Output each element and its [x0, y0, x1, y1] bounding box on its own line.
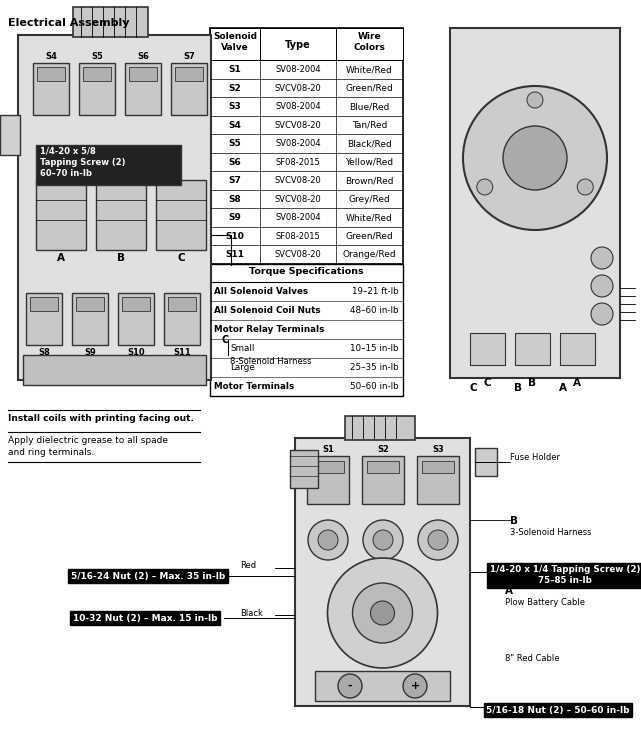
- Text: White/Red: White/Red: [346, 213, 393, 222]
- Text: SV08-2004: SV08-2004: [275, 213, 320, 222]
- Text: S1: S1: [322, 445, 334, 454]
- Text: SVCV08-20: SVCV08-20: [274, 194, 321, 203]
- Text: C: C: [177, 253, 185, 263]
- Text: Small: Small: [230, 344, 254, 353]
- Text: S7: S7: [183, 52, 195, 61]
- Text: S4: S4: [45, 52, 57, 61]
- Text: Green/Red: Green/Red: [345, 83, 394, 92]
- Text: 5/16-24 Nut (2) – Max. 35 in-lb: 5/16-24 Nut (2) – Max. 35 in-lb: [71, 571, 225, 580]
- Bar: [36, 180, 86, 250]
- Bar: [345, 416, 415, 440]
- Circle shape: [373, 530, 393, 550]
- Circle shape: [370, 601, 394, 625]
- Bar: [175, 67, 203, 81]
- Text: B: B: [117, 253, 125, 263]
- Text: 1/4-20 x 1/4 Tapping Screw (2)
75–85 in-lb: 1/4-20 x 1/4 Tapping Screw (2) 75–85 in-…: [490, 565, 640, 585]
- Text: S3: S3: [229, 102, 242, 111]
- Text: Wire
Colors: Wire Colors: [354, 32, 385, 52]
- Text: SVCV08-20: SVCV08-20: [274, 121, 321, 130]
- Bar: [560, 333, 595, 365]
- Text: S2: S2: [377, 445, 389, 454]
- Bar: [312, 461, 344, 473]
- Text: Black/Red: Black/Red: [347, 139, 392, 148]
- Circle shape: [591, 247, 613, 269]
- Text: Tan/Red: Tan/Red: [352, 121, 387, 130]
- Bar: [72, 293, 108, 345]
- Bar: [470, 333, 505, 365]
- Text: A: A: [573, 378, 581, 388]
- Text: SVCV08-20: SVCV08-20: [274, 83, 321, 92]
- Circle shape: [363, 520, 403, 560]
- Bar: [18, 35, 211, 380]
- Bar: [362, 456, 404, 504]
- Bar: [30, 297, 58, 311]
- Text: 3-Solenoid Harness: 3-Solenoid Harness: [510, 528, 592, 537]
- Text: Grey/Red: Grey/Red: [349, 194, 390, 203]
- Text: SV08-2004: SV08-2004: [275, 102, 320, 111]
- Bar: [76, 297, 104, 311]
- Circle shape: [328, 558, 438, 668]
- Bar: [122, 297, 150, 311]
- Circle shape: [477, 179, 493, 195]
- Text: All Solenoid Coil Nuts: All Solenoid Coil Nuts: [214, 306, 320, 315]
- Text: +: +: [410, 681, 420, 691]
- Bar: [125, 63, 161, 115]
- Text: Fuse
Holder: Fuse Holder: [0, 125, 1, 145]
- Circle shape: [428, 530, 448, 550]
- Circle shape: [353, 583, 413, 643]
- Text: 5/16-18 Nut (2) – 50–60 in-lb: 5/16-18 Nut (2) – 50–60 in-lb: [487, 706, 629, 714]
- Text: 25–35 in-lb: 25–35 in-lb: [351, 363, 399, 372]
- Circle shape: [591, 275, 613, 297]
- Text: C: C: [222, 335, 229, 345]
- Bar: [83, 67, 111, 81]
- Circle shape: [503, 126, 567, 190]
- Text: Red: Red: [240, 562, 256, 571]
- Bar: [33, 63, 69, 115]
- Text: S8: S8: [229, 194, 242, 203]
- Bar: [168, 297, 196, 311]
- Circle shape: [418, 520, 458, 560]
- Text: S5: S5: [229, 139, 242, 148]
- Text: 19–21 ft-lb: 19–21 ft-lb: [353, 287, 399, 296]
- Text: S4: S4: [229, 121, 242, 130]
- Circle shape: [463, 86, 607, 230]
- Text: White/Red: White/Red: [346, 66, 393, 75]
- Text: Type: Type: [285, 40, 311, 50]
- Bar: [475, 448, 497, 476]
- Text: S8: S8: [38, 348, 50, 357]
- Bar: [164, 293, 200, 345]
- Text: B: B: [514, 383, 522, 393]
- Text: S11: S11: [173, 348, 191, 357]
- Bar: [210, 264, 403, 396]
- Text: SF08-2015: SF08-2015: [276, 158, 320, 167]
- Text: Fuse Holder: Fuse Holder: [510, 454, 560, 463]
- Bar: [422, 461, 454, 473]
- Text: 10–15 in-lb: 10–15 in-lb: [351, 344, 399, 353]
- Text: S9: S9: [84, 348, 96, 357]
- Text: 10-32 Nut (2) – Max. 15 in-lb: 10-32 Nut (2) – Max. 15 in-lb: [72, 613, 217, 623]
- Bar: [36, 145, 181, 185]
- Text: Motor Relay Terminals: Motor Relay Terminals: [214, 325, 324, 334]
- Bar: [118, 293, 154, 345]
- Circle shape: [308, 520, 348, 560]
- Bar: [307, 456, 349, 504]
- Text: Install coils with printing facing out.: Install coils with printing facing out.: [8, 414, 194, 423]
- Circle shape: [403, 674, 427, 698]
- Circle shape: [338, 674, 362, 698]
- Text: Electrical Assembly: Electrical Assembly: [8, 18, 129, 28]
- Circle shape: [591, 303, 613, 325]
- Text: Plow Battery Cable: Plow Battery Cable: [505, 598, 585, 607]
- Bar: [295, 438, 470, 706]
- Text: S11: S11: [226, 250, 244, 259]
- Text: S9: S9: [229, 213, 242, 222]
- Text: Green/Red: Green/Red: [345, 232, 394, 241]
- Bar: [315, 671, 450, 701]
- Bar: [0, 115, 20, 155]
- Bar: [129, 67, 157, 81]
- Circle shape: [527, 92, 543, 108]
- Text: S10: S10: [226, 232, 244, 241]
- Text: S2: S2: [229, 83, 242, 92]
- Bar: [171, 63, 207, 115]
- Bar: [73, 7, 148, 37]
- Circle shape: [578, 179, 593, 195]
